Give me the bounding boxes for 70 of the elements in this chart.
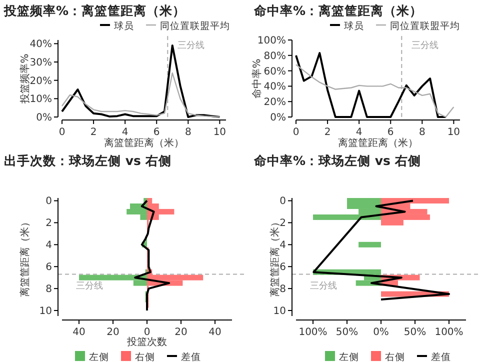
chart-title: 出手次数：球场左侧 vs 右侧 (4, 153, 172, 168)
x-tick-label: 4 (356, 127, 362, 138)
y-tick-label: 10 (39, 306, 52, 318)
x-tick-label: 50% (336, 327, 358, 338)
x-tick-label: 0 (144, 327, 150, 338)
y-tick-label: 0 (46, 196, 52, 208)
y-tick-label: 20% (30, 76, 52, 87)
y-tick-label: 6 (46, 262, 52, 274)
x-tick-label: 10 (213, 127, 226, 138)
legend-label: 左侧 (89, 351, 109, 362)
legend-label: 同位置联盟平均 (160, 20, 230, 32)
chart-title: 命中率%：球场左侧 vs 右侧 (253, 153, 421, 168)
y-tick-label: 10% (30, 94, 52, 106)
chart-title: 命中率%：离篮筐距离（米） (253, 3, 423, 18)
ref-line-label: 三分线 (178, 40, 205, 51)
x-tick-label: 8 (418, 127, 426, 138)
y-axis-title: 投篮频率% (19, 54, 31, 104)
legend-label: 球员 (344, 20, 364, 32)
legend-label: 差值 (431, 351, 451, 362)
y-tick-label: 2 (46, 218, 52, 230)
x-axis-title: 投篮次数 (126, 336, 167, 348)
x-tick-label: 6 (387, 127, 394, 138)
x-tick-label: 8 (184, 127, 192, 138)
legend-label: 同位置联盟平均 (390, 20, 460, 32)
legend-label: 右侧 (385, 352, 405, 362)
y-tick-label: 0 (280, 196, 286, 208)
y-axis-title: 离篮筐距离（米） (269, 217, 281, 297)
ref-line-label: 三分线 (412, 40, 439, 51)
y-tick-label: 40% (30, 39, 52, 50)
y-tick-label: 20% (264, 97, 286, 108)
y-tick-label: 0% (36, 112, 52, 124)
x-tick-label: 0 (292, 127, 300, 138)
y-tick-label: 30% (30, 58, 52, 68)
x-tick-label: 2 (90, 127, 97, 138)
x-tick-label: 20 (174, 327, 188, 338)
x-tick-label: 40 (72, 327, 86, 338)
y-tick-label: 40% (264, 82, 286, 93)
y-tick-label: 8 (46, 284, 52, 296)
ref-line-label: 三分线 (76, 280, 103, 292)
x-tick-label: 4 (122, 127, 128, 138)
ref-line-label: 三分线 (310, 280, 337, 292)
y-tick-label: 8 (280, 284, 286, 296)
x-tick-label: 20 (106, 327, 120, 338)
y-axis-title: 离篮筐距离（米） (19, 217, 31, 297)
chart-title: 投篮频率%：离篮筐距离（米） (3, 3, 186, 18)
y-tick-label: 4 (280, 240, 286, 252)
legend-label: 左侧 (339, 351, 359, 362)
x-tick-label: 40 (208, 327, 222, 338)
x-tick-label: 10 (447, 127, 460, 138)
x-tick-label: 0 (58, 127, 66, 138)
y-tick-label: 80% (264, 50, 286, 62)
legend-label: 右侧 (135, 352, 155, 362)
y-axis-title: 命中率% (251, 58, 263, 98)
y-tick-label: 0% (270, 112, 286, 124)
y-tick-label: 4 (46, 240, 52, 252)
x-tick-label: 100% (434, 327, 464, 338)
x-tick-label: 50% (404, 327, 426, 338)
y-tick-label: 10 (273, 306, 286, 318)
x-tick-label: 0% (373, 327, 389, 338)
y-tick-label: 2 (280, 218, 286, 230)
y-tick-label: 60% (264, 66, 286, 78)
x-tick-label: 6 (153, 127, 160, 138)
legend-label: 球员 (114, 20, 134, 32)
y-tick-label: 100% (257, 36, 286, 46)
x-axis-title: 离篮筐距离（米） (338, 137, 418, 149)
x-tick-label: 2 (324, 127, 331, 138)
legend-label: 差值 (181, 351, 201, 362)
x-axis-title: 离篮筐距离（米） (104, 137, 184, 149)
x-tick-label: 100% (298, 327, 328, 338)
y-tick-label: 6 (280, 262, 286, 274)
